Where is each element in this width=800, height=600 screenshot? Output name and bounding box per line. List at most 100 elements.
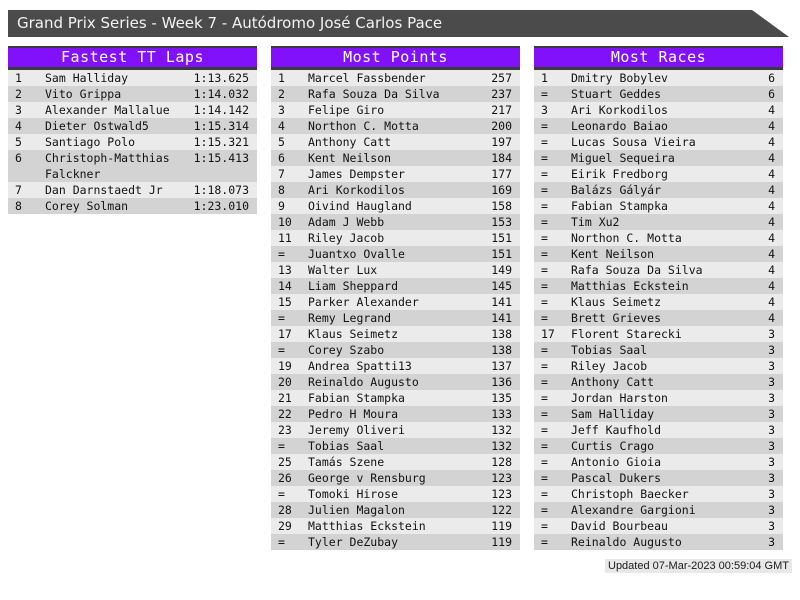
rank-cell: 14 <box>278 279 292 293</box>
rank-cell: 4 <box>278 119 285 133</box>
updated-timestamp: Updated 07-Mar-2023 00:59:04 GMT <box>605 559 792 573</box>
rank-cell: 25 <box>278 455 292 469</box>
value-cell: 4 <box>768 279 775 293</box>
name-cell: George v Rensburg <box>308 471 426 485</box>
name-cell: Julien Magalon <box>308 503 405 517</box>
rank-cell: 10 <box>278 215 292 229</box>
footer: Updated 07-Mar-2023 00:59:04 GMT <box>605 554 792 573</box>
value-cell: 4 <box>768 151 775 165</box>
name-cell: Remy Legrand <box>308 311 392 325</box>
name-cell: Felipe Giro <box>308 103 385 117</box>
table-row: 17 Florent Starecki 3 <box>534 326 783 342</box>
value-cell: 3 <box>768 535 775 549</box>
table-row: 17 Klaus Seimetz 138 <box>271 326 520 342</box>
name-cell: Riley Jacob <box>571 359 648 373</box>
name-cell: Vito Grippa <box>45 87 122 101</box>
table-row: 20 Reinaldo Augusto 136 <box>271 374 520 390</box>
table-row: 29 Matthias Eckstein 119 <box>271 518 520 534</box>
value-cell: 257 <box>491 71 512 85</box>
table-row: = Tim Xu2 4 <box>534 214 783 230</box>
table-row: = Pascal Dukers 3 <box>534 470 783 486</box>
rank-cell: = <box>541 343 548 357</box>
value-cell: 122 <box>491 503 512 517</box>
rank-cell: = <box>278 343 285 357</box>
table-row: 15 Parker Alexander 141 <box>271 294 520 310</box>
value-cell: 151 <box>491 247 512 261</box>
name-cell: Klaus Seimetz <box>571 295 662 309</box>
rank-cell: 17 <box>278 327 292 341</box>
name-cell: Florent Starecki <box>571 327 682 341</box>
rank-cell: = <box>278 439 285 453</box>
table-row: 8 Corey Solman 1:23.010 <box>8 198 257 214</box>
rank-cell: 2 <box>15 87 22 101</box>
value-cell: 6 <box>768 87 775 101</box>
name-cell: Stuart Geddes <box>571 87 662 101</box>
rank-cell: 7 <box>278 167 285 181</box>
table-row: 3 Felipe Giro 217 <box>271 102 520 118</box>
table-row: 1 Sam Halliday 1:13.625 <box>8 70 257 86</box>
value-cell: 3 <box>768 327 775 341</box>
name-cell: Northon C. Motta <box>571 231 682 245</box>
rank-cell: = <box>541 391 548 405</box>
name-cell: Matthias Eckstein <box>571 279 689 293</box>
rank-cell: 7 <box>15 183 22 197</box>
value-cell: 197 <box>491 135 512 149</box>
name-cell: Alexander Mallalue <box>45 103 170 117</box>
rank-cell: 1 <box>541 71 548 85</box>
rank-cell: = <box>278 535 285 549</box>
value-cell: 128 <box>491 455 512 469</box>
rank-cell: 3 <box>278 103 285 117</box>
table-row: = Tomoki Hirose 123 <box>271 486 520 502</box>
value-cell: 169 <box>491 183 512 197</box>
table-row: 3 Alexander Mallalue 1:14.142 <box>8 102 257 118</box>
rank-cell: 23 <box>278 423 292 437</box>
rank-cell: 6 <box>15 151 22 165</box>
name-cell: Reinaldo Augusto <box>571 535 682 549</box>
table-row: = Riley Jacob 3 <box>534 358 783 374</box>
value-cell: 158 <box>491 199 512 213</box>
value-cell: 1:15.314 <box>193 119 249 133</box>
value-cell: 1:18.073 <box>193 183 249 197</box>
value-cell: 4 <box>768 135 775 149</box>
value-cell: 200 <box>491 119 512 133</box>
table-row: 13 Walter Lux 149 <box>271 262 520 278</box>
value-cell: 237 <box>491 87 512 101</box>
rank-cell: 8 <box>278 183 285 197</box>
value-cell: 4 <box>768 167 775 181</box>
name-cell: Brett Grieves <box>571 311 662 325</box>
value-cell: 3 <box>768 375 775 389</box>
table-row: = Matthias Eckstein 4 <box>534 278 783 294</box>
value-cell: 137 <box>491 359 512 373</box>
name-cell: Klaus Seimetz <box>308 327 399 341</box>
value-cell: 1:14.142 <box>193 103 249 117</box>
value-cell: 149 <box>491 263 512 277</box>
value-cell: 153 <box>491 215 512 229</box>
value-cell: 4 <box>768 263 775 277</box>
rank-cell: 19 <box>278 359 292 373</box>
table-row: 2 Rafa Souza Da Silva 237 <box>271 86 520 102</box>
table-row: 21 Fabian Stampka 135 <box>271 390 520 406</box>
value-cell: 123 <box>491 487 512 501</box>
value-cell: 141 <box>491 311 512 325</box>
name-cell: Christoph-Matthias Falckner <box>45 151 170 181</box>
table-row: 3 Ari Korkodilos 4 <box>534 102 783 118</box>
rank-cell: = <box>541 279 548 293</box>
table-row: 6 Kent Neilson 184 <box>271 150 520 166</box>
value-cell: 1:15.413 <box>193 151 249 165</box>
rank-cell: = <box>278 311 285 325</box>
table-rows: 1 Sam Halliday 1:13.625 2 Vito Grippa 1:… <box>8 70 257 214</box>
table-row: = Brett Grieves 4 <box>534 310 783 326</box>
rank-cell: = <box>541 455 548 469</box>
value-cell: 133 <box>491 407 512 421</box>
name-cell: Miguel Sequeira <box>571 151 675 165</box>
rank-cell: = <box>541 199 548 213</box>
table-row: 7 James Dempster 177 <box>271 166 520 182</box>
name-cell: Tomoki Hirose <box>308 487 399 501</box>
rank-cell: 4 <box>15 119 22 133</box>
table-row: = Tyler DeZubay 119 <box>271 534 520 550</box>
table-row: = Jordan Harston 3 <box>534 390 783 406</box>
table-row: = Alexandre Gargioni 3 <box>534 502 783 518</box>
value-cell: 141 <box>491 295 512 309</box>
table-title: Most Races <box>534 46 783 70</box>
name-cell: Fabian Stampka <box>571 199 668 213</box>
